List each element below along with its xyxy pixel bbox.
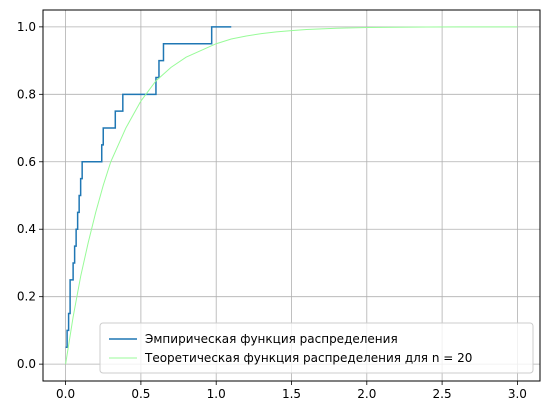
series-line-theoretical <box>65 26 518 365</box>
y-tick-label: 0.4 <box>17 222 36 236</box>
y-tick-label: 0.0 <box>17 357 36 371</box>
x-tick-label: 2.0 <box>357 387 376 401</box>
legend-box <box>99 322 534 374</box>
x-tick-label: 2.5 <box>433 387 452 401</box>
y-tick-label: 0.6 <box>17 155 36 169</box>
x-tick-label: 0.5 <box>131 387 150 401</box>
axis-ticks: 0.0 0.5 1.0 1.5 2.0 2.5 3.0 0.0 0.2 0.4 0.6 0.8 1.0 <box>17 20 527 401</box>
series-line-empirical <box>65 26 232 349</box>
series-layer <box>65 26 518 365</box>
y-tick-label: 0.8 <box>17 87 36 101</box>
x-tick-label: 1.5 <box>282 387 301 401</box>
x-tick-label: 1.0 <box>207 387 226 401</box>
legend-label-empirical: Эмпирическая функция распределения <box>145 332 398 346</box>
legend-label-theoretical: Теоретическая функция распределения для … <box>144 351 472 365</box>
x-tick-label: 0.0 <box>56 387 75 401</box>
y-tick-label: 1.0 <box>17 20 36 34</box>
y-tick-label: 0.2 <box>17 290 36 304</box>
x-tick-label: 3.0 <box>508 387 527 401</box>
legend: Эмпирическая функция распределения Теоре… <box>99 322 534 374</box>
